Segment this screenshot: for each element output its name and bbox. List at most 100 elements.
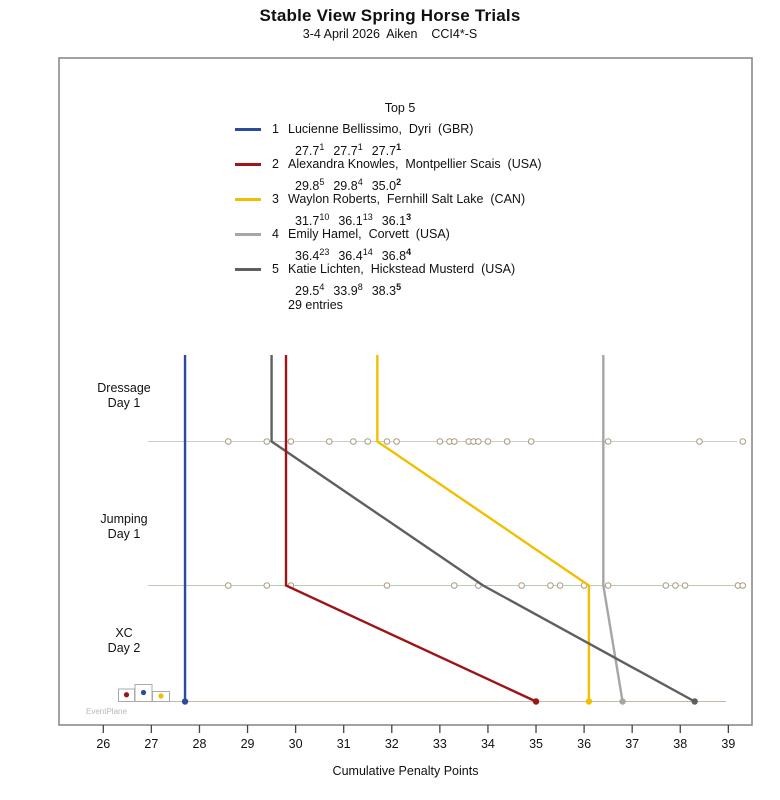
entry-marker (450, 438, 458, 445)
podium-dot (123, 692, 130, 698)
entry-marker (450, 582, 458, 589)
score-value: 27.71 (333, 142, 363, 159)
entry-marker (672, 582, 679, 589)
podium-dot (140, 689, 147, 696)
legend-rider-name: Waylon Roberts, Fernhill Salt Lake (CAN) (288, 192, 526, 206)
entry-marker (547, 582, 554, 589)
rider-final-dot (532, 698, 540, 705)
phase-label-xc: XC Day 2 (74, 626, 174, 656)
legend-rider-name: Katie Lichten, Hickstead Musterd (USA) (288, 262, 516, 276)
x-tick-label: 32 (384, 737, 399, 751)
x-tick-label: 34 (480, 737, 495, 751)
score-value: 33.98 (333, 282, 363, 299)
x-tick-label: 30 (288, 737, 303, 751)
entry-marker (287, 438, 295, 445)
x-tick-label: 35 (529, 737, 543, 751)
x-tick-label: 36 (577, 737, 592, 751)
entry-marker (604, 438, 612, 445)
page-title: Stable View Spring Horse Trials (259, 6, 521, 25)
legend-heading: Top 5 (384, 101, 416, 115)
x-tick-label: 27 (144, 737, 159, 751)
entry-marker (518, 582, 525, 589)
legend-phase-scores: 29.85 29.84 35.02 (295, 177, 410, 193)
score-value: 27.71 (371, 142, 402, 159)
legend-color-dash (235, 268, 261, 271)
legend-rank: 2 (272, 157, 279, 171)
page-subtitle: 3-4 April 2026 Aiken CCI4*-S (302, 27, 478, 41)
entry-marker (350, 438, 357, 445)
entry-marker (225, 438, 232, 445)
entry-marker (383, 582, 391, 589)
legend-rider-name: Lucienne Bellissimo, Dyri (GBR) (288, 122, 474, 136)
legend-entry: 5 Katie Lichten, Hickstead Musterd (USA) 2… (235, 262, 575, 298)
legend-phase-scores: 36.423 36.414 36.84 (295, 247, 420, 263)
x-tick-label: 28 (192, 737, 207, 751)
legend-color-dash (235, 128, 261, 131)
x-tick-label: 29 (240, 737, 255, 751)
entry-marker (662, 582, 670, 589)
entry-marker (436, 438, 444, 445)
score-value: 35.02 (371, 177, 402, 194)
legend-rank: 3 (272, 192, 279, 206)
rider-line (376, 355, 591, 702)
entry-marker (263, 582, 271, 589)
phase-label-jumping: Jumping Day 1 (74, 512, 174, 542)
phase-label-line: XC (115, 626, 133, 640)
legend-entry: 1 Lucienne Bellissimo, Dyri (GBR) 27.71 27.… (235, 122, 575, 158)
x-tick-label: 38 (673, 737, 688, 751)
rider-final-dot (691, 698, 698, 705)
phase-label-line: Day 1 (107, 396, 141, 410)
entry-marker (527, 438, 535, 445)
entry-marker (556, 582, 564, 589)
rider-final-dot (181, 698, 189, 705)
score-value: 27.71 (295, 142, 325, 159)
score-value: 36.13 (381, 212, 412, 229)
legend-rank: 5 (272, 262, 279, 276)
score-value: 29.84 (333, 177, 363, 194)
entry-marker (325, 438, 333, 445)
legend-rider-name: Emily Hamel, Corvett (USA) (288, 227, 450, 241)
entry-marker (739, 582, 747, 589)
entry-marker (225, 582, 232, 589)
rider-final-dot (619, 698, 626, 705)
x-tick-label: 37 (625, 737, 640, 751)
podium-dot (158, 693, 164, 699)
legend-phase-scores: 31.710 36.113 36.13 (295, 212, 420, 228)
top5-legend: Top 5 1 Lucienne Bellissimo, Dyri (GBR) 27… (235, 95, 575, 315)
entry-marker (604, 582, 612, 589)
legend-phase-scores: 29.54 33.98 38.35 (295, 282, 410, 298)
phase-label-line: Day 1 (107, 527, 141, 541)
legend-rank: 1 (272, 122, 279, 136)
legend-rider-name: Alexandra Knowles, Montpellier Scais (US… (288, 157, 542, 171)
score-value: 31.710 (295, 212, 330, 229)
legend-entry: 3 Waylon Roberts, Fernhill Salt Lake (CAN… (235, 192, 575, 228)
entry-marker (475, 438, 482, 445)
phase-label-line: Jumping (100, 512, 148, 526)
entry-marker (393, 438, 400, 445)
x-tick-label: 31 (336, 737, 351, 751)
phase-label-dressage: Dressage Day 1 (74, 381, 174, 411)
plot-frame (58, 57, 753, 726)
legend-color-dash (235, 233, 261, 236)
entry-marker (503, 438, 511, 445)
x-tick-label: 39 (721, 737, 736, 751)
entry-marker (484, 438, 492, 445)
rider-line (602, 355, 624, 702)
entry-marker (681, 582, 689, 589)
score-value: 36.113 (338, 212, 373, 229)
entry-marker (364, 438, 372, 445)
legend-entry: 2 Alexandra Knowles, Montpellier Scais (U… (235, 157, 575, 193)
x-axis-title: Cumulative Penalty Points (332, 764, 479, 778)
score-value: 36.84 (381, 247, 412, 264)
score-value: 29.85 (295, 177, 325, 194)
rider-line (270, 355, 696, 703)
legend-color-dash (235, 163, 261, 166)
legend-phase-scores: 27.71 27.71 27.71 (295, 142, 410, 158)
legend-rank: 4 (272, 227, 279, 241)
rider-line (284, 355, 537, 703)
legend-entry: 4 Emily Hamel, Corvett (USA) 36.423 36.414 3… (235, 227, 575, 263)
entry-marker (383, 438, 391, 445)
phase-label-line: Day 2 (107, 641, 141, 655)
